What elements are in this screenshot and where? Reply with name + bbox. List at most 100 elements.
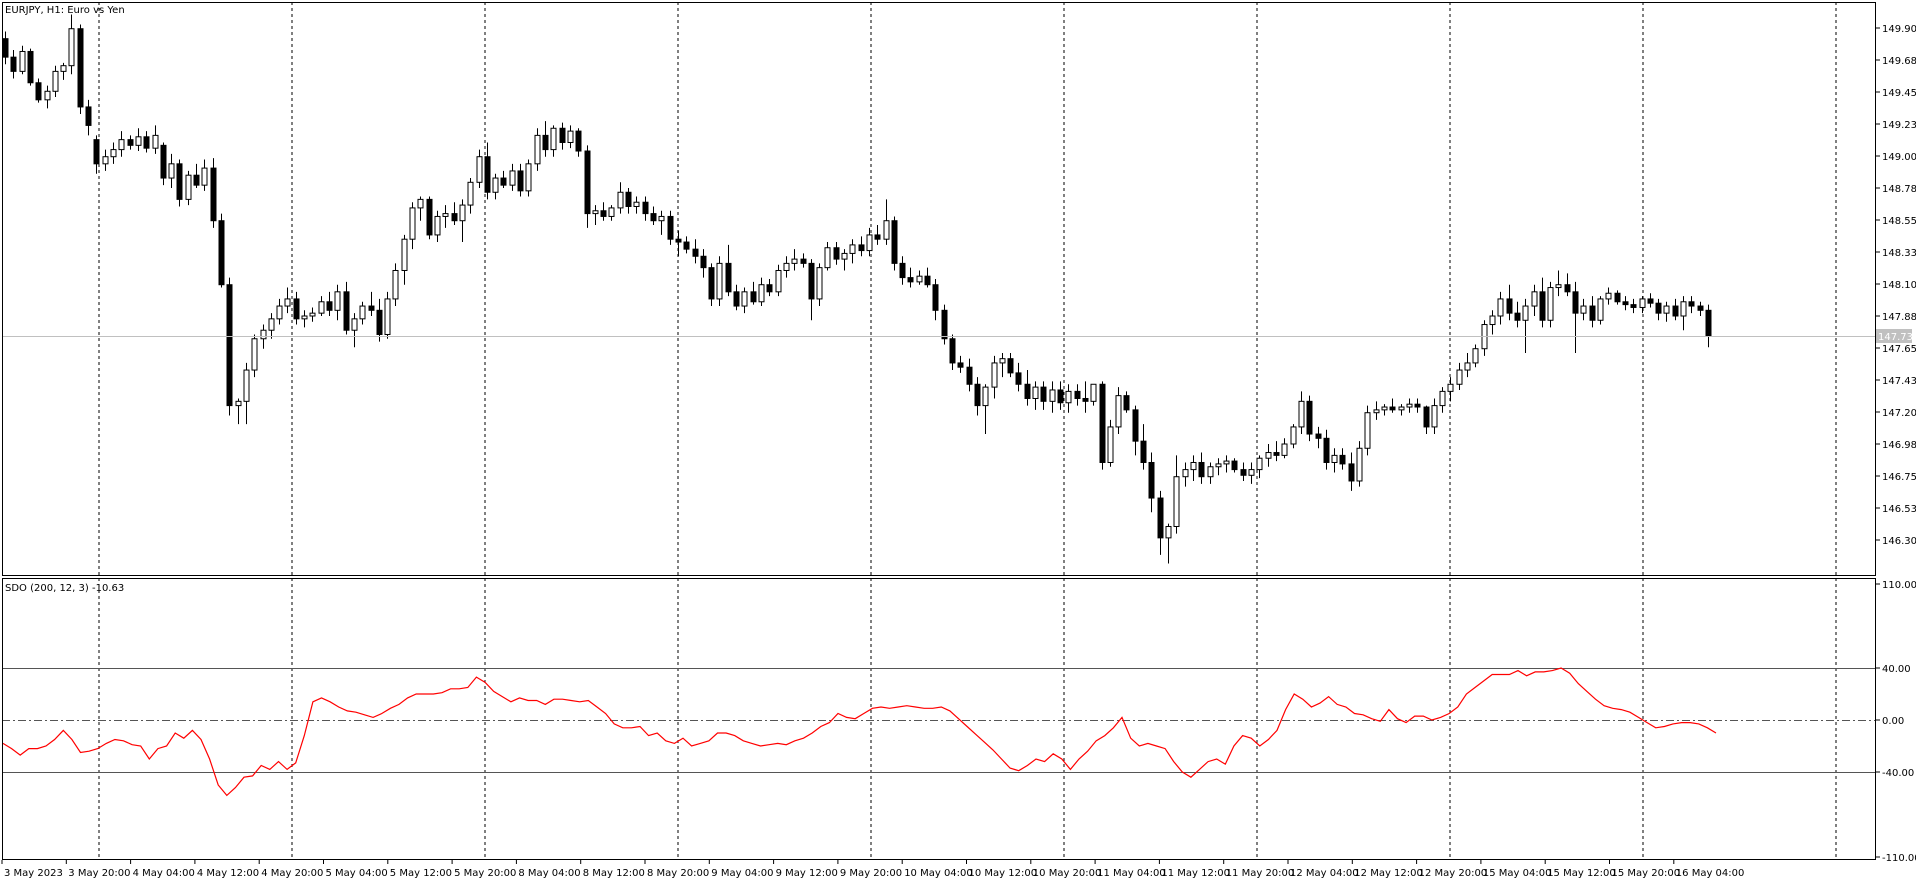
candle [658,210,665,235]
candle [201,159,208,191]
candle [1431,398,1438,435]
candle [1173,455,1180,534]
price-tick-label: 149.005 [1882,152,1916,163]
time-axis[interactable]: 3 May 2023 3 May 20:00 4 May 04:00 4 May 12… [1,860,1745,879]
candle-body-down [176,163,183,200]
candle [708,263,715,307]
candle [102,149,109,171]
candle [1680,296,1687,331]
candle-body-up [534,134,541,165]
candle [542,121,549,157]
candle [451,202,458,225]
candle [800,253,807,268]
candle [343,281,350,335]
price-tick-label: 147.430 [1882,376,1916,387]
candle [376,298,383,342]
price-tick-label: 147.880 [1882,312,1916,323]
candle [68,14,75,75]
sdo-tick-label: -40.00 [1882,768,1914,779]
candle-body-up [999,358,1006,364]
candle [284,287,291,314]
candle-body-up [201,167,208,186]
candle [409,202,416,250]
candle-body-down [750,291,757,303]
candle [1115,387,1122,435]
candle-body-up [152,134,159,149]
candle [858,236,865,257]
candle-body-up [476,156,483,183]
candle-body-down [1697,305,1704,311]
candle-body-down [1622,301,1629,306]
candle [924,267,931,288]
candle-body-down [733,291,740,307]
candle [309,307,316,322]
candle [1663,301,1670,322]
candle-body-up [1580,305,1587,314]
candle-body-down [584,150,591,215]
candle-body-up [334,291,341,311]
candle [1040,381,1047,410]
candle-body-down [858,244,865,252]
candle-body-down [542,134,549,151]
candle [791,249,798,271]
time-tick-label: 4 May 20:00 [261,868,323,879]
candle [1655,298,1662,321]
candle [849,239,856,264]
candle-body-down [808,262,815,300]
time-tick-label: 16 May 04:00 [1676,868,1745,879]
candle [1240,462,1247,481]
candle-body-up [276,305,283,320]
candle-body-up [1049,389,1056,402]
candle-body-down [1007,358,1014,374]
candle-body-down [85,106,92,126]
candle [1622,296,1629,311]
candle [783,256,790,278]
candle-body-down [27,50,34,84]
candle-body-down [218,220,225,286]
candle-body-down [1123,395,1130,411]
candle-body-down [1099,383,1106,463]
candle-body-down [226,284,233,407]
candle-body-down [833,247,840,260]
candle [1406,398,1413,413]
candle [1381,404,1388,416]
candle [982,384,989,435]
candle-body-down [1564,284,1571,293]
time-tick-label: 12 May 04:00 [1290,868,1359,879]
candle [359,301,366,325]
candle [700,249,707,278]
candle-body-up [741,291,748,307]
candle [434,210,441,243]
candle [1032,381,1039,410]
candle-body-down [1148,461,1155,499]
candle-body-up [44,90,51,101]
candle-body-down [1240,469,1247,476]
candle [525,159,532,197]
candle-body-up [110,149,117,158]
candle-body-down [2,38,9,58]
price-tick-label: 148.780 [1882,184,1916,195]
candle [110,142,117,164]
candlestick-series[interactable] [2,14,1712,564]
candle-body-down [1423,406,1430,428]
candle [210,158,217,228]
price-axis[interactable]: 149.905 149.680 149.455 149.230 149.005 148.7… [1876,24,1916,547]
candle [467,178,474,214]
sdo-axis[interactable]: 110.00 40.00 0.00 -40.00 -110.00 [1876,580,1916,864]
candle [1015,362,1022,392]
candle-body-down [700,255,707,269]
candle-body-up [509,170,516,186]
candle-body-down [1705,309,1712,337]
candle [534,128,541,171]
candle-body-down [326,301,333,311]
time-tick-label: 5 May 12:00 [390,868,452,879]
candle-body-up [467,181,474,206]
candle [152,125,159,154]
sdo-indicator[interactable] [2,667,1876,797]
time-tick-label: 8 May 04:00 [518,868,580,879]
candle-body-down [1024,383,1031,399]
candle [808,259,815,321]
candle [966,358,973,392]
